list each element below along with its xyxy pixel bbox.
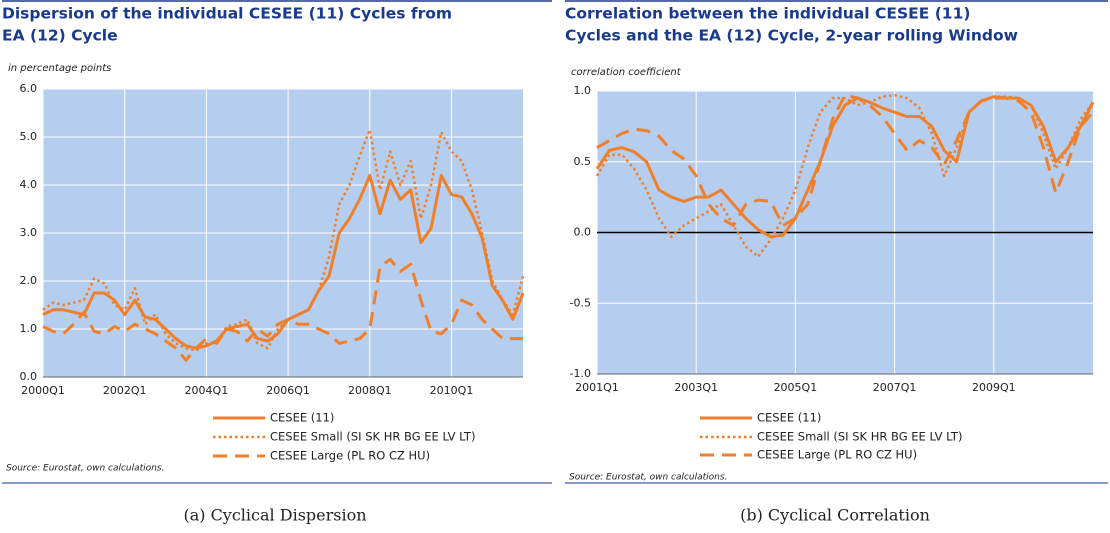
- y-tick-label: 6.0: [20, 82, 38, 95]
- y-tick-label: 5.0: [20, 130, 38, 143]
- y-tick-label: -1.0: [570, 367, 591, 380]
- chart-title: Correlation between the individual CESEE…: [565, 5, 970, 23]
- y-tick-label: 3.0: [20, 226, 38, 239]
- x-tick-label: 2002Q1: [103, 384, 147, 397]
- legend-label: CESEE (11): [757, 411, 821, 425]
- data-line: [42, 257, 523, 362]
- legend-label: CESEE Small (SI SK HR BG EE LV LT): [757, 430, 962, 444]
- data-line: [42, 173, 525, 350]
- y-axis-label: correlation coefficient: [571, 67, 682, 78]
- caption: (a) Cyclical Dispersion: [183, 506, 366, 525]
- x-tick-label: 2004Q1: [185, 384, 229, 397]
- data-line: [42, 128, 525, 352]
- x-tick-label: 2003Q1: [674, 381, 718, 394]
- y-axis-label: in percentage points: [8, 63, 111, 74]
- source-note: Source: Eurostat, own calculations.: [6, 464, 164, 474]
- x-tick-label: 2000Q1: [21, 384, 65, 397]
- x-tick-label: 2009Q1: [972, 381, 1016, 394]
- legend-label: CESEE (11): [270, 411, 334, 425]
- y-tick-label: 4.0: [20, 178, 38, 191]
- y-tick-label: -0.5: [570, 296, 591, 309]
- x-tick-label: 2007Q1: [873, 381, 917, 394]
- caption: (b) Cyclical Correlation: [740, 506, 930, 525]
- legend-label: CESEE Small (SI SK HR BG EE LV LT): [270, 430, 475, 444]
- legend-label: CESEE Large (PL RO CZ HU): [270, 449, 430, 463]
- x-tick-label: 2008Q1: [348, 384, 392, 397]
- chart-title: Cycles and the EA (12) Cycle, 2-year rol…: [565, 27, 1018, 45]
- source-note: Source: Eurostat, own calculations.: [569, 473, 727, 483]
- y-tick-label: 0.5: [574, 155, 592, 168]
- data-line: [596, 93, 1095, 227]
- x-tick-label: 2001Q1: [575, 381, 619, 394]
- chart-title: Dispersion of the individual CESEE (11) …: [2, 5, 452, 23]
- y-tick-label: 1.0: [574, 84, 592, 97]
- legend-label: CESEE Large (PL RO CZ HU): [757, 448, 917, 462]
- x-tick-label: 2006Q1: [266, 384, 310, 397]
- chart-title: EA (12) Cycle: [2, 27, 118, 45]
- x-tick-label: 2005Q1: [774, 381, 818, 394]
- y-tick-label: 2.0: [20, 274, 38, 287]
- y-tick-label: 1.0: [20, 322, 38, 335]
- y-tick-label: 0.0: [20, 370, 38, 383]
- y-tick-label: 0.0: [574, 226, 592, 239]
- x-tick-label: 2010Q1: [430, 384, 474, 397]
